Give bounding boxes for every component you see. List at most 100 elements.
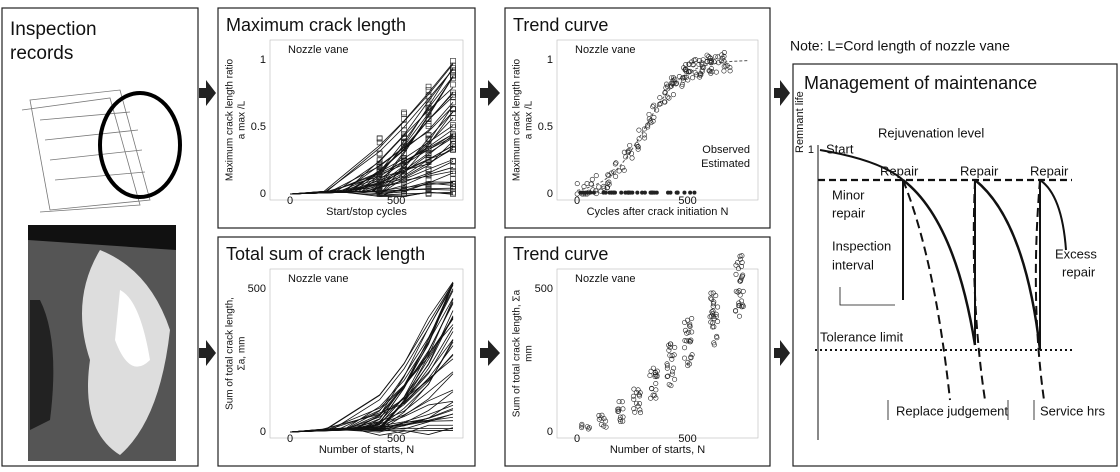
decorative-marker	[376, 135, 383, 142]
decorative-marker	[636, 136, 642, 142]
y-axis-label: Maximum crack length ratio	[512, 58, 523, 181]
decorative-marker	[574, 181, 580, 187]
decorative-marker	[425, 183, 432, 190]
decorative-marker	[450, 124, 456, 131]
decorative-marker	[616, 406, 622, 412]
decorative-marker	[601, 183, 607, 189]
decorative-marker	[401, 134, 407, 141]
decorative-marker	[711, 315, 717, 321]
inspection-sketch	[21, 89, 182, 213]
decorative-marker	[704, 58, 710, 64]
decorative-marker	[425, 101, 432, 108]
decorative-marker	[633, 389, 639, 395]
decorative-marker	[733, 271, 739, 277]
decorative-marker	[714, 335, 720, 341]
decorative-marker	[736, 313, 742, 319]
decorative-marker	[684, 69, 690, 75]
plot-decoration	[579, 253, 746, 432]
decorative-marker	[635, 146, 641, 152]
decorative-marker	[623, 154, 629, 160]
decorative-marker	[612, 161, 618, 167]
decorative-marker	[661, 99, 667, 105]
decorative-marker	[646, 111, 652, 117]
decorative-marker	[588, 181, 594, 187]
decorative-marker	[709, 309, 715, 315]
decorative-curve	[576, 60, 749, 191]
decorative-marker	[596, 184, 602, 190]
decorative-marker	[669, 80, 675, 86]
decorative-marker	[376, 176, 383, 183]
decorative-marker	[689, 316, 695, 322]
panel-title: Total sum of crack length	[226, 244, 425, 264]
management-label: repair	[1062, 264, 1096, 279]
x-tick-label: 0	[287, 433, 293, 445]
decorative-marker	[666, 190, 671, 195]
decorative-marker	[685, 363, 691, 369]
decorative-marker	[450, 115, 456, 122]
decorative-marker	[620, 406, 626, 412]
decorative-marker	[585, 426, 591, 432]
decorative-marker	[667, 344, 673, 350]
decorative-marker	[450, 186, 456, 192]
decorative-marker	[607, 190, 612, 195]
decorative-marker	[687, 339, 693, 345]
decorative-marker	[650, 190, 655, 195]
decorative-marker	[708, 70, 714, 76]
decorative-marker	[615, 408, 621, 414]
management-ytick: 1	[808, 144, 814, 156]
decorative-marker	[667, 352, 673, 358]
decorative-marker	[641, 132, 647, 138]
decorative-marker	[737, 292, 743, 298]
decorative-marker	[631, 386, 637, 392]
decorative-marker	[720, 55, 726, 61]
plot-area	[269, 268, 464, 439]
decorative-marker	[578, 190, 583, 195]
y-axis-label: a max /L	[524, 100, 535, 139]
decorative-marker	[589, 176, 595, 182]
decorative-marker	[425, 172, 432, 179]
decorative-marker	[645, 124, 651, 130]
decorative-marker	[708, 295, 714, 301]
plot-decoration	[289, 281, 454, 436]
decorative-marker	[687, 321, 693, 327]
decorative-marker	[626, 190, 631, 195]
decorative-marker	[718, 58, 724, 64]
decorative-marker	[425, 116, 432, 122]
decorative-marker	[710, 308, 716, 314]
management-label: Minor	[832, 187, 865, 202]
x-axis-label: Number of starts, N	[610, 444, 705, 456]
decorative-marker	[598, 415, 604, 421]
management-label: Service hrs	[1040, 403, 1106, 418]
decorative-marker	[631, 406, 637, 412]
decorative-marker	[621, 149, 627, 155]
y-tick-label: 0	[260, 426, 266, 438]
x-tick-label: 500	[678, 195, 696, 207]
decorative-marker	[642, 135, 648, 141]
decorative-marker	[737, 278, 743, 284]
x-tick-label: 0	[287, 195, 293, 207]
decorative-marker	[401, 157, 407, 164]
decorative-marker	[425, 123, 432, 130]
decorative-marker	[617, 414, 623, 420]
decorative-marker	[637, 393, 643, 399]
decorative-marker	[401, 109, 407, 116]
y-tick-label: 500	[248, 283, 266, 295]
decorative-marker	[682, 355, 688, 361]
plot-panel	[217, 236, 476, 467]
decorative-marker	[601, 185, 607, 191]
decorative-marker	[719, 52, 725, 58]
decorative-marker	[636, 127, 642, 133]
plot-panel	[504, 236, 771, 467]
decorative-marker	[670, 78, 676, 84]
decorative-marker	[739, 263, 745, 269]
plot-panel	[217, 7, 476, 229]
decorative-marker	[739, 273, 745, 279]
management-label: Start	[826, 141, 854, 156]
decorative-marker	[711, 324, 717, 330]
decorative-marker	[616, 399, 622, 405]
decorative-line	[289, 282, 454, 433]
decorative-marker	[652, 392, 658, 398]
decorative-marker	[376, 185, 383, 191]
decorative-marker	[672, 376, 678, 382]
